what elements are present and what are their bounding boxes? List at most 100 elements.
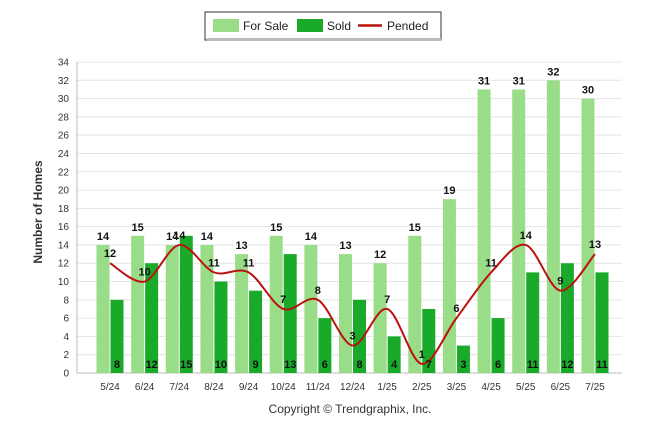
y-tick-label: 20 [58,186,70,197]
y-tick-label: 30 [58,94,70,105]
x-tick-label: 5/25 [516,382,536,393]
x-tick-label: 10/24 [271,382,296,393]
y-tick-label: 12 [58,259,70,270]
bar-sold [179,235,193,373]
bar-sold [110,299,124,373]
bar-for-sale [512,89,526,374]
data-label-pended: 14 [173,230,186,242]
bar-sold [387,336,401,373]
data-label-for-sale: 31 [513,75,525,87]
data-label-for-sale: 13 [235,240,247,252]
bar-sold [318,318,332,373]
y-tick-label: 14 [58,240,70,251]
legend-label-for-sale: For Sale [243,19,289,33]
data-label-for-sale: 15 [270,222,282,234]
data-label-pended: 11 [243,257,255,269]
y-tick-label: 32 [58,76,70,87]
bar-for-sale [339,254,352,373]
data-label-sold: 8 [356,359,362,371]
bar-sold [456,345,470,373]
data-label-sold: 11 [596,359,608,371]
bar-sold [526,272,540,373]
bar-for-sale [442,199,456,373]
legend-swatch-for-sale [213,19,239,32]
data-label-for-sale: 30 [582,85,594,97]
pended-line-path [109,243,596,365]
bar-for-sale [96,244,110,373]
bar-for-sale [581,98,595,374]
data-label-for-sale: 14 [166,231,179,243]
data-label-sold: 13 [284,359,296,371]
x-tick-label: 2/25 [412,382,432,393]
y-tick-label: 26 [58,131,70,142]
bar-for-sale [235,254,249,373]
data-label-sold: 6 [495,359,501,371]
data-label-sold: 4 [391,359,398,371]
data-label-sold: 11 [527,359,539,371]
data-label-for-sale: 14 [305,231,318,243]
data-label-for-sale: 14 [201,231,214,243]
legend-shadow [207,38,441,41]
bar-for-sale [373,263,387,373]
data-label-pended: 6 [453,303,459,315]
data-label-pended: 8 [315,285,321,297]
bar-for-sale [131,235,145,373]
legend-label-pended: Pended [387,19,428,33]
y-tick-label: 6 [63,314,69,325]
legend-label-sold: Sold [327,19,351,33]
data-label-pended: 9 [557,276,563,288]
data-labels: 1481512141514101391513146138124157193316… [97,66,608,371]
bar-for-sale [165,244,179,373]
y-tick-label: 22 [58,167,70,178]
data-label-pended: 11 [208,257,220,269]
bar-sold [214,281,228,373]
data-label-sold: 8 [114,359,120,371]
bar-sold [145,263,159,373]
x-tick-label: 6/25 [551,382,571,393]
y-tick-label: 10 [58,277,70,288]
data-label-for-sale: 15 [132,222,144,234]
data-label-pended: 14 [520,230,533,242]
data-label-pended: 11 [485,257,497,269]
x-tick-label: 9/24 [239,382,259,393]
data-label-pended: 10 [139,267,151,279]
data-label-sold: 7 [426,359,432,371]
x-tick-label: 3/25 [447,382,467,393]
copyright-credit: Copyright © Trendgraphix, Inc. [269,402,432,416]
x-axis-ticks: 5/24 6/24 7/24 8/24 9/24 10/24 11/24 12/24 1/25 2… [100,382,605,393]
x-tick-label: 4/25 [481,382,501,393]
bar-sold [491,318,505,373]
y-tick-label: 34 [58,58,70,69]
data-label-sold: 10 [215,359,227,371]
data-label-pended: 13 [589,239,601,251]
data-label-sold: 9 [253,359,259,371]
y-tick-label: 16 [58,222,70,233]
data-label-for-sale: 32 [547,66,559,78]
x-tick-label: 6/24 [135,382,155,393]
bar-sold [595,272,609,373]
data-label-sold: 12 [146,359,158,371]
x-tick-label: 1/25 [377,382,397,393]
data-label-pended: 7 [280,294,286,306]
data-label-pended: 3 [349,331,355,343]
x-tick-label: 7/24 [170,382,190,393]
x-tick-label: 8/24 [204,382,224,393]
data-label-for-sale: 12 [374,249,386,261]
data-label-sold: 3 [460,359,466,371]
data-label-pended: 1 [419,349,425,361]
data-label-for-sale: 31 [478,75,490,87]
pended-line [109,243,596,365]
x-tick-label: 5/24 [100,382,120,393]
data-label-for-sale: 13 [339,240,351,252]
y-tick-label: 24 [58,149,70,160]
y-tick-label: 18 [58,204,70,215]
x-tick-label: 7/25 [585,382,605,393]
bar-for-sale [546,80,560,373]
data-label-sold: 12 [561,359,573,371]
x-tick-label: 12/24 [340,382,365,393]
bar-for-sale [477,89,491,374]
bar-for-sale [408,235,422,373]
y-tick-label: 0 [63,369,69,380]
